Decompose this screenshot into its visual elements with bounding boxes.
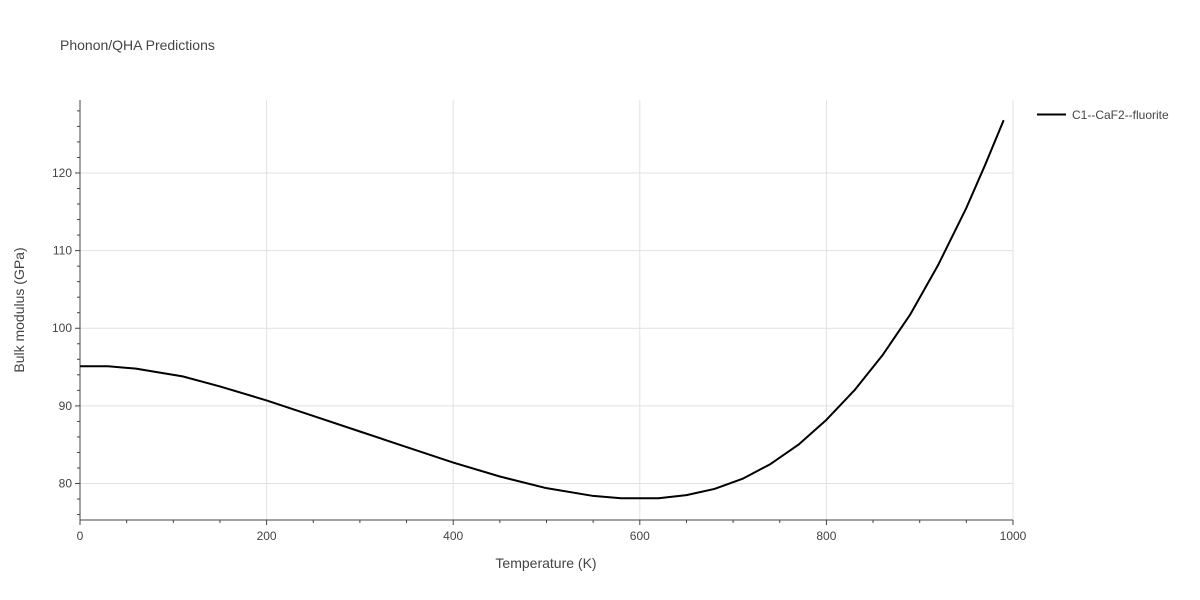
chart-title: Phonon/QHA Predictions bbox=[60, 37, 215, 53]
y-tick-label: 100 bbox=[52, 321, 72, 335]
tick-labels: 0 200 400 600 800 1000 80 90 100 110 120 bbox=[52, 166, 1027, 543]
x-tick-label: 800 bbox=[816, 529, 836, 543]
y-tick-label: 120 bbox=[52, 166, 72, 180]
series-line[interactable] bbox=[80, 119, 1005, 500]
x-axis-label: Temperature (K) bbox=[495, 555, 596, 571]
y-tick-label: 80 bbox=[59, 477, 73, 491]
x-tick-label: 1000 bbox=[1000, 529, 1027, 543]
x-tick-label: 200 bbox=[257, 529, 277, 543]
legend-item-label: C1--CaF2--fluorite bbox=[1072, 108, 1169, 122]
x-tick-label: 600 bbox=[630, 529, 650, 543]
y-tick-label: 90 bbox=[59, 399, 73, 413]
series-group bbox=[80, 119, 1005, 500]
grid-lines bbox=[80, 100, 1014, 520]
x-tick-label: 0 bbox=[77, 529, 84, 543]
axes bbox=[75, 100, 1014, 525]
y-tick-label: 110 bbox=[53, 244, 72, 258]
legend[interactable]: C1--CaF2--fluorite bbox=[1037, 108, 1169, 122]
x-tick-label: 400 bbox=[443, 529, 463, 543]
y-axis-label: Bulk modulus (GPa) bbox=[11, 247, 27, 372]
